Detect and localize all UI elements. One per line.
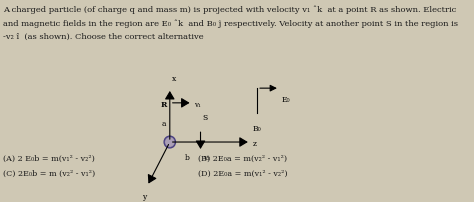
Text: R: R xyxy=(160,101,166,109)
Ellipse shape xyxy=(164,137,175,147)
Text: (D) 2E₀a = m(v₁² - v₂²): (D) 2E₀a = m(v₁² - v₂²) xyxy=(198,169,288,177)
Text: (A) 2 E₀b = m(v₁² - v₂²): (A) 2 E₀b = m(v₁² - v₂²) xyxy=(3,155,95,163)
Text: a: a xyxy=(162,120,166,128)
Text: y: y xyxy=(142,193,146,201)
Text: z: z xyxy=(253,140,257,148)
Text: and magnetic fields in the region are E₀ ˆk  and B₀ ĵ respectively. Velocity at : and magnetic fields in the region are E₀… xyxy=(3,20,458,28)
Text: A charged particle (of charge q and mass m) is projected with velocity v₁ ˆk  at: A charged particle (of charge q and mass… xyxy=(3,6,456,14)
Text: E₀: E₀ xyxy=(282,96,290,104)
Text: B₀: B₀ xyxy=(253,125,262,133)
Text: S: S xyxy=(202,114,208,122)
Text: b: b xyxy=(184,154,189,162)
Text: (C) 2E₀b = m (v₂² - v₁²): (C) 2E₀b = m (v₂² - v₁²) xyxy=(3,169,95,177)
Text: -v₂ î  (as shown). Choose the correct alternative: -v₂ î (as shown). Choose the correct alt… xyxy=(3,33,204,41)
Text: x: x xyxy=(172,75,176,83)
Text: (B) 2E₀a = m(v₂² - v₁²): (B) 2E₀a = m(v₂² - v₁²) xyxy=(198,155,287,163)
Text: v₁: v₁ xyxy=(194,101,201,109)
Text: v₂: v₂ xyxy=(203,154,210,162)
